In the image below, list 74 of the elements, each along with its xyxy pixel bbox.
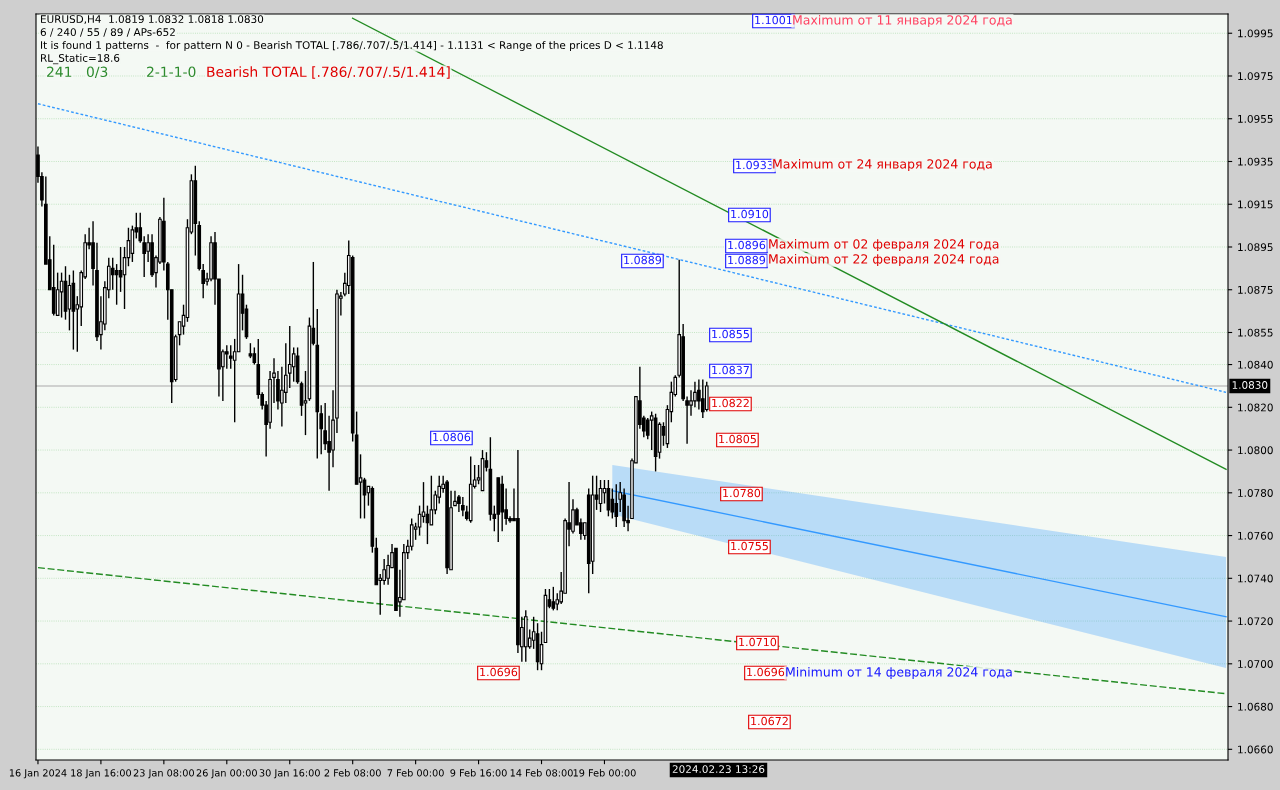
y-tick-label: 1.0740 — [1238, 574, 1273, 583]
annotation: It is found 1 patterns - for pattern N 0 - Bearish TOTAL [.786/.707/.5/1.414] - 1.1131 < Range of the prices D < 1.1148 — [41, 40, 663, 52]
annotation: 1.0696 — [480, 667, 518, 677]
y-tick-label: 1.0955 — [1238, 114, 1273, 123]
annotation: Maximum от 24 января 2024 года — [773, 158, 992, 172]
x-tick-label: 18 Jan 16:00 — [71, 769, 132, 779]
annotation: 1.0710 — [739, 637, 777, 647]
annotation: 1.0855 — [712, 329, 749, 339]
annotation: EURUSD,H4 1.0819 1.0832 1.0818 1.0830 — [41, 15, 264, 25]
annotation: 1.0822 — [712, 398, 749, 408]
annotation: 1.0933 — [736, 160, 773, 170]
candlestick — [228, 344, 233, 370]
y-tick-label: 1.0895 — [1238, 243, 1273, 252]
x-tick-label: 7 Feb 00:00 — [387, 769, 444, 777]
candlestick — [303, 370, 308, 436]
annotation: 1.0910 — [731, 209, 769, 219]
ref-line-label: 1.0830 — [1232, 381, 1268, 389]
annotation: 1.0889 — [624, 255, 662, 265]
annotation: Maximum от 11 января 2024 года — [793, 14, 1012, 28]
y-tick-label: 1.0800 — [1238, 446, 1273, 455]
x-tick-label: 16 Jan 2024 — [9, 769, 67, 779]
candlestick — [614, 483, 619, 528]
x-tick-label: 9 Feb 16:00 — [450, 769, 507, 777]
candlestick — [291, 346, 296, 383]
candlestick — [409, 517, 414, 552]
annotation: 1.0896 — [728, 240, 766, 250]
candlestick — [700, 378, 705, 419]
annotation: Maximum от 02 февраля 2024 года — [769, 238, 999, 252]
y-tick-label: 1.0700 — [1238, 660, 1273, 668]
annotation: 1.0780 — [723, 488, 761, 498]
y-tick-label: 1.0855 — [1238, 328, 1273, 337]
x-tick-label: 26 Jan 00:00 — [196, 769, 257, 779]
annotation: 1.0837 — [712, 365, 749, 375]
candlestick — [421, 481, 426, 524]
annotation: 2-1-1-0 — [147, 66, 196, 78]
x-tick-label: 14 Feb 08:00 — [510, 769, 573, 777]
annotation: 1.1001 — [755, 15, 792, 25]
annotation: 0/3 — [86, 66, 108, 79]
y-tick-label: 1.0975 — [1238, 72, 1273, 81]
candlestick — [606, 479, 611, 518]
annotation: Minimum от 14 февраля 2024 года — [786, 666, 1012, 680]
y-tick-label: 1.0840 — [1238, 360, 1273, 369]
annotation: RL_Static=18.6 — [41, 53, 120, 65]
y-tick-label: 1.0780 — [1238, 489, 1273, 497]
x-tick-label: 23 Jan 08:00 — [133, 769, 194, 779]
candlestick — [114, 263, 119, 306]
candlestick — [224, 344, 229, 370]
y-tick-label: 1.0935 — [1238, 157, 1273, 166]
y-tick-label: 1.0660 — [1238, 745, 1273, 754]
y-tick-label: 1.0915 — [1238, 200, 1273, 209]
candlestick — [130, 224, 135, 263]
y-tick-label: 1.0680 — [1238, 702, 1273, 711]
candlestick — [118, 246, 123, 293]
x-tick-label: 30 Jan 16:00 — [259, 769, 320, 779]
annotation: 241 — [47, 66, 72, 77]
x-tick-label: 19 Feb 00:00 — [573, 769, 636, 777]
y-tick-label: 1.0720 — [1238, 617, 1273, 626]
text: 2024.02.23 13:26 — [672, 765, 765, 774]
annotation: 6 / 240 / 55 / 89 / APs-652 — [40, 28, 175, 37]
y-tick-label: 1.0995 — [1238, 29, 1273, 38]
annotation: 1.0889 — [728, 255, 766, 265]
annotation: 1.0696 — [747, 667, 785, 677]
annotation: 1.0755 — [731, 541, 768, 551]
annotation: 1.0805 — [719, 434, 756, 444]
candlestick — [386, 554, 390, 586]
y-tick-label: 1.0875 — [1238, 285, 1273, 294]
y-tick-label: 1.0820 — [1238, 403, 1273, 412]
y-tick-label: 1.0760 — [1238, 531, 1273, 540]
annotation: 1.0806 — [433, 432, 471, 442]
annotation: Bearish TOTAL [.786/.707/.5/1.414] — [207, 66, 450, 79]
annotation: 1.0672 — [751, 716, 788, 726]
x-tick-label: 2 Feb 08:00 — [324, 769, 381, 777]
annotation: Maximum от 22 февраля 2024 года — [769, 253, 999, 267]
candlestick — [461, 496, 465, 518]
